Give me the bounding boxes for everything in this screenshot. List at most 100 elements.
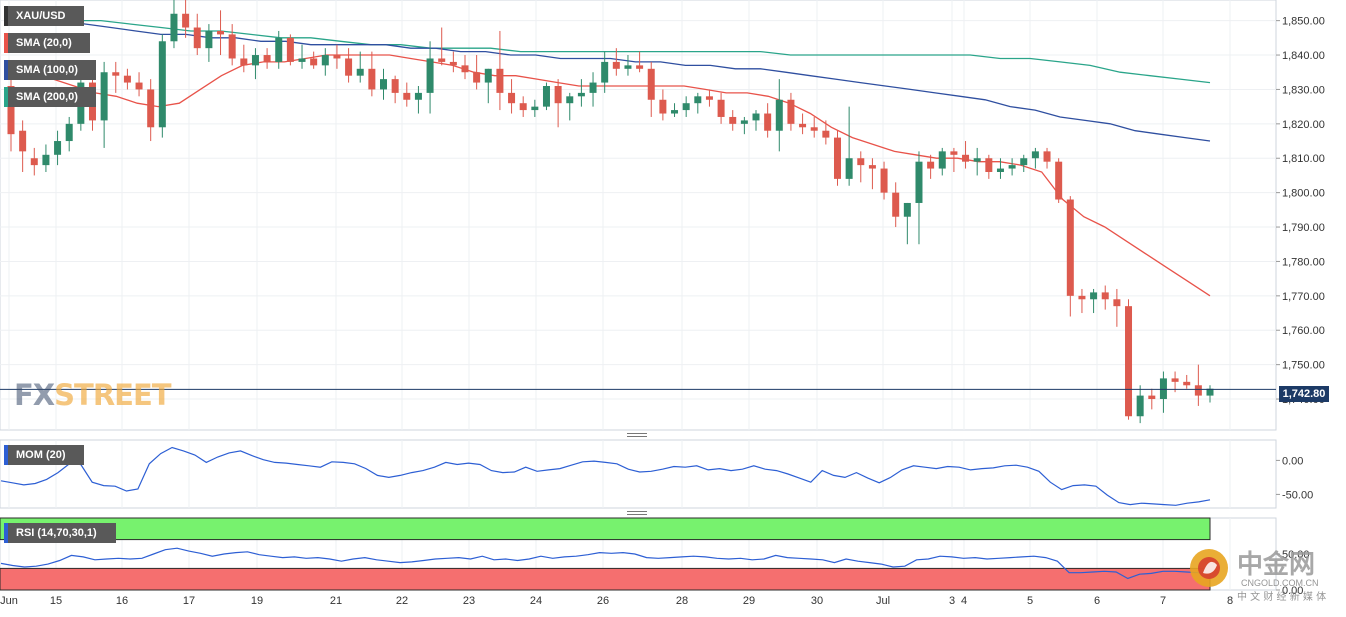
candle-down — [217, 10, 225, 56]
candle-up — [1090, 288, 1098, 314]
candle-down — [787, 92, 795, 131]
candle-body — [554, 86, 562, 104]
candle-body — [30, 158, 38, 166]
candle-body — [251, 55, 259, 66]
candle-body — [193, 27, 201, 49]
candle-body — [217, 30, 225, 35]
x-tick-label: 23 — [463, 595, 475, 607]
y-tick-label: 1,820.00 — [1282, 119, 1325, 131]
candle-body — [868, 165, 876, 169]
candle-body — [880, 168, 888, 193]
candle-body — [54, 141, 62, 155]
candle-body — [682, 103, 690, 111]
pane-frame-1 — [0, 0, 1277, 431]
candle-body — [1148, 395, 1156, 400]
x-tick-label: 6 — [1094, 595, 1100, 607]
candle-body — [717, 99, 725, 117]
candle-up — [100, 61, 108, 148]
candle-down — [985, 154, 993, 179]
candle-body — [1101, 292, 1109, 300]
candle-down — [1113, 288, 1121, 327]
legend-rsi[interactable]: RSI (14,70,30,1) — [4, 523, 116, 543]
candle-up — [321, 48, 329, 76]
candle-up — [624, 55, 632, 76]
candle-up — [1206, 385, 1214, 403]
rsi-oversold-band — [0, 567, 1211, 591]
candle-down — [263, 48, 271, 69]
candle-body — [275, 37, 283, 62]
x-tick-label: 3 — [949, 595, 955, 607]
candle-down — [717, 92, 725, 124]
candle-down — [403, 82, 411, 107]
candle-down — [729, 110, 737, 131]
candle-down — [496, 30, 504, 111]
legend-sma20[interactable]: SMA (20,0) — [4, 33, 90, 53]
candle-body — [1020, 158, 1028, 166]
legend-sma20-label: SMA (20,0) — [16, 37, 72, 49]
candle-down — [193, 13, 201, 56]
candle-down — [868, 158, 876, 190]
candle-body — [764, 113, 772, 131]
brand-tagline: 中 文 财 经 新 媒 体 — [1237, 590, 1326, 603]
candle-body — [333, 55, 341, 59]
candle-body — [1055, 161, 1063, 200]
legend-sma100[interactable]: SMA (100,0) — [4, 60, 96, 80]
legend-rsi-label: RSI (14,70,30,1) — [16, 527, 97, 539]
legend-mom-swatch — [4, 445, 8, 465]
candle-body — [403, 92, 411, 100]
x-tick-label: 17 — [183, 595, 195, 607]
y-tick-label: 1,840.00 — [1282, 50, 1325, 62]
y-tick-label: 1,810.00 — [1282, 153, 1325, 165]
candle-body — [519, 103, 527, 111]
candle-body — [135, 82, 143, 90]
pane-resize-handle-2[interactable] — [627, 511, 647, 517]
candle-up — [158, 34, 166, 138]
legend-symbol[interactable]: XAU/USD — [4, 6, 84, 26]
candle-down — [1066, 196, 1074, 317]
candle-down — [857, 151, 865, 183]
x-tick-label: 26 — [597, 595, 609, 607]
candle-up — [752, 110, 760, 131]
candle-up — [915, 151, 923, 245]
candle-body — [950, 151, 958, 155]
rsi-line — [0, 547, 1211, 580]
x-tick-label: 29 — [743, 595, 755, 607]
candle-body — [892, 192, 900, 217]
candle-up — [1020, 154, 1028, 172]
candle-down — [461, 55, 469, 80]
legend-sma200-swatch — [4, 87, 8, 107]
mom-line — [0, 446, 1211, 506]
candle-body — [65, 123, 73, 142]
last-price-badge: 1,742.80 — [1279, 386, 1329, 402]
x-tick-label: 8 — [1227, 595, 1233, 607]
y-tick-label: 1,750.00 — [1282, 360, 1325, 372]
candle-body — [205, 30, 213, 49]
candle-body — [927, 161, 935, 169]
legend-sma200-label: SMA (200,0) — [16, 91, 78, 103]
candle-up — [170, 0, 178, 49]
rsi-tick-label: 50.00 — [1282, 549, 1310, 561]
candle-down — [240, 44, 248, 73]
candle-body — [775, 99, 783, 131]
candle-down — [228, 24, 236, 66]
candle-body — [1066, 199, 1074, 296]
rsi-tick-label: 0.00 — [1282, 585, 1303, 597]
legend-sma100-label: SMA (100,0) — [16, 64, 78, 76]
candle-down — [962, 141, 970, 169]
brand-name: 中金网 — [1237, 549, 1315, 580]
candle-body — [1113, 299, 1121, 307]
candle-body — [577, 92, 585, 97]
candle-body — [426, 58, 434, 93]
candle-up — [775, 79, 783, 152]
candle-up — [601, 51, 609, 93]
x-tick-label: Jul — [876, 595, 890, 607]
candle-down — [636, 51, 644, 73]
legend-mom[interactable]: MOM (20) — [4, 445, 84, 465]
legend-sma200[interactable]: SMA (200,0) — [4, 87, 96, 107]
candle-body — [19, 130, 27, 152]
candle-body — [100, 72, 108, 121]
pane-resize-handle-1[interactable] — [627, 433, 647, 439]
candle-body — [380, 79, 388, 90]
x-tick-label: 21 — [330, 595, 342, 607]
